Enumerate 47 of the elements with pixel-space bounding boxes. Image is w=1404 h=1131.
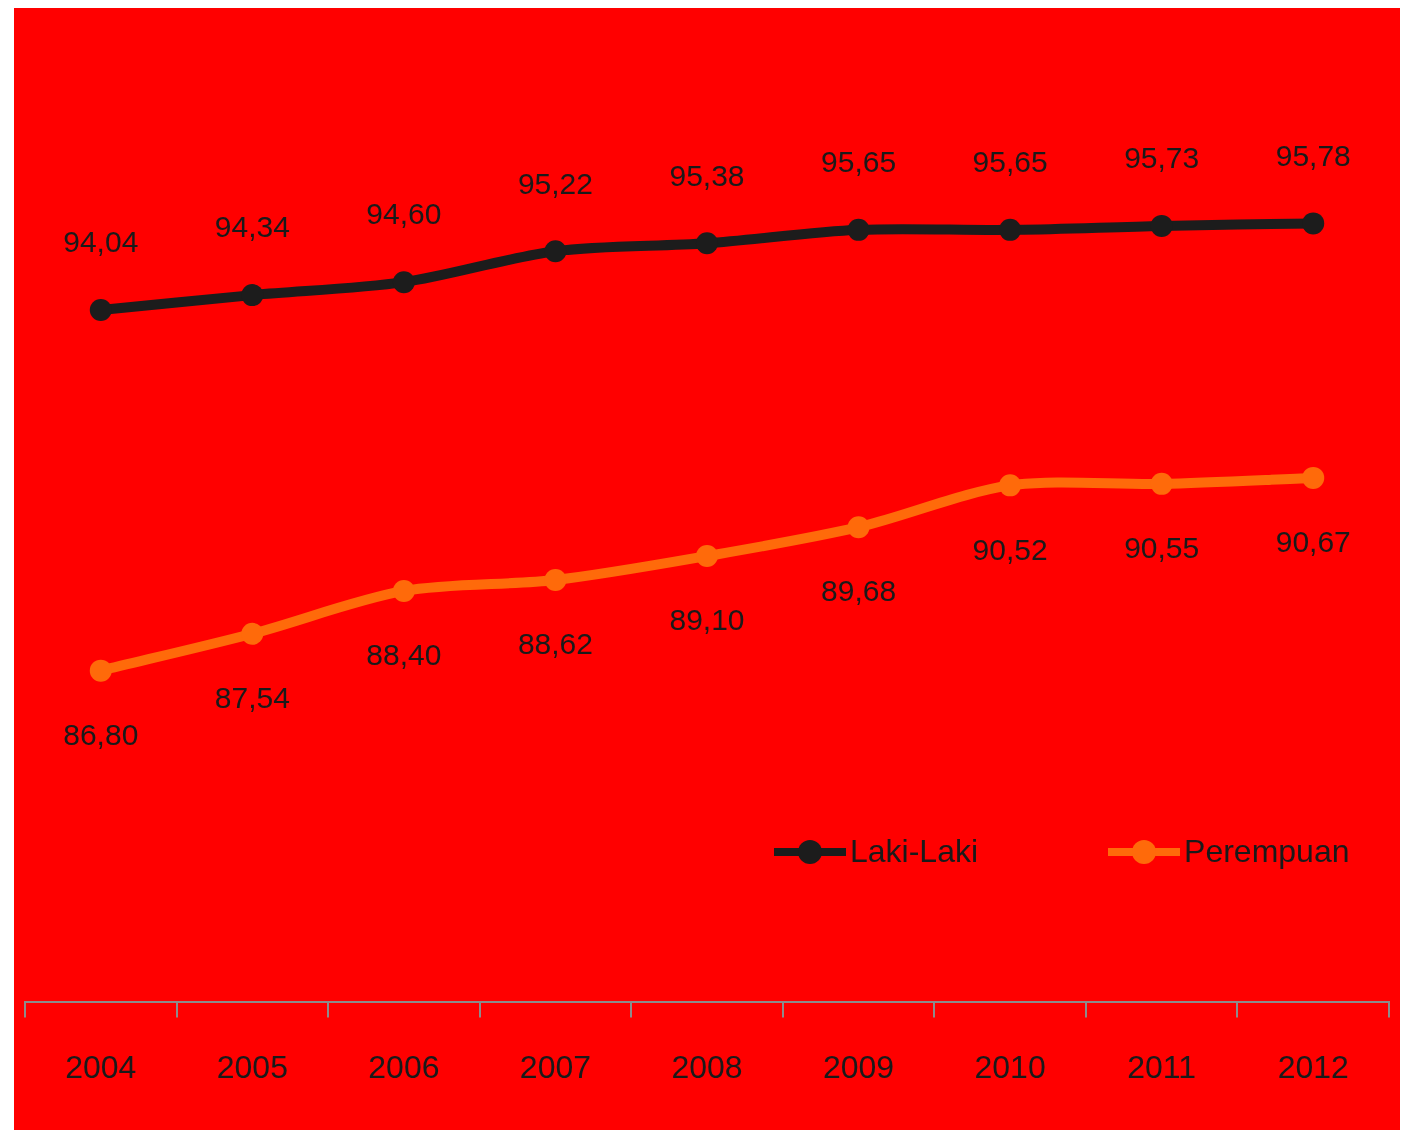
data-label: 89,68 — [821, 574, 897, 608]
point — [999, 218, 1022, 241]
data-label: 88,62 — [517, 627, 593, 661]
data-label: 95,22 — [517, 166, 593, 200]
point — [1150, 214, 1173, 237]
data-label: 95,65 — [972, 145, 1048, 179]
data-label: 89,10 — [669, 603, 745, 637]
x-tick-label: 2010 — [974, 1048, 1046, 1085]
data-label: 90,55 — [1124, 531, 1200, 565]
legend-label: Laki-Laki — [850, 833, 979, 870]
data-label: 94,04 — [63, 225, 139, 259]
x-tick-label: 2007 — [519, 1048, 592, 1085]
data-label: 90,52 — [972, 532, 1048, 566]
x-tick-label: 2005 — [216, 1048, 288, 1085]
data-label: 87,54 — [214, 681, 290, 715]
data-label: 88,40 — [366, 638, 442, 672]
point — [696, 232, 718, 255]
data-label: 95,38 — [669, 158, 745, 192]
data-label: 95,78 — [1275, 138, 1351, 172]
data-label: 94,60 — [366, 197, 442, 231]
point — [1150, 472, 1173, 495]
point — [847, 516, 870, 539]
point — [1302, 466, 1325, 489]
data-label: 94,34 — [214, 210, 290, 244]
point — [1302, 212, 1325, 235]
point — [544, 240, 567, 263]
point — [89, 299, 112, 322]
x-tick-label: 2006 — [368, 1048, 440, 1085]
point — [392, 271, 415, 294]
point — [392, 579, 415, 602]
x-tick-label: 2011 — [1127, 1048, 1197, 1085]
point — [696, 545, 718, 568]
data-label: 90,67 — [1275, 525, 1351, 559]
point — [89, 659, 112, 682]
x-tick-label: 2012 — [1277, 1048, 1349, 1085]
data-label: 95,73 — [1124, 141, 1200, 175]
point — [544, 568, 567, 591]
point — [847, 218, 870, 241]
data-label: 95,65 — [821, 145, 897, 179]
legend-label: Perempuan — [1184, 833, 1350, 870]
x-tick-label: 2009 — [822, 1048, 895, 1085]
data-label: 86,80 — [63, 717, 139, 751]
x-tick-label: 2008 — [671, 1048, 743, 1085]
point — [999, 474, 1022, 497]
point — [241, 622, 264, 645]
x-tick-label: 2004 — [65, 1048, 137, 1085]
point — [241, 284, 264, 307]
